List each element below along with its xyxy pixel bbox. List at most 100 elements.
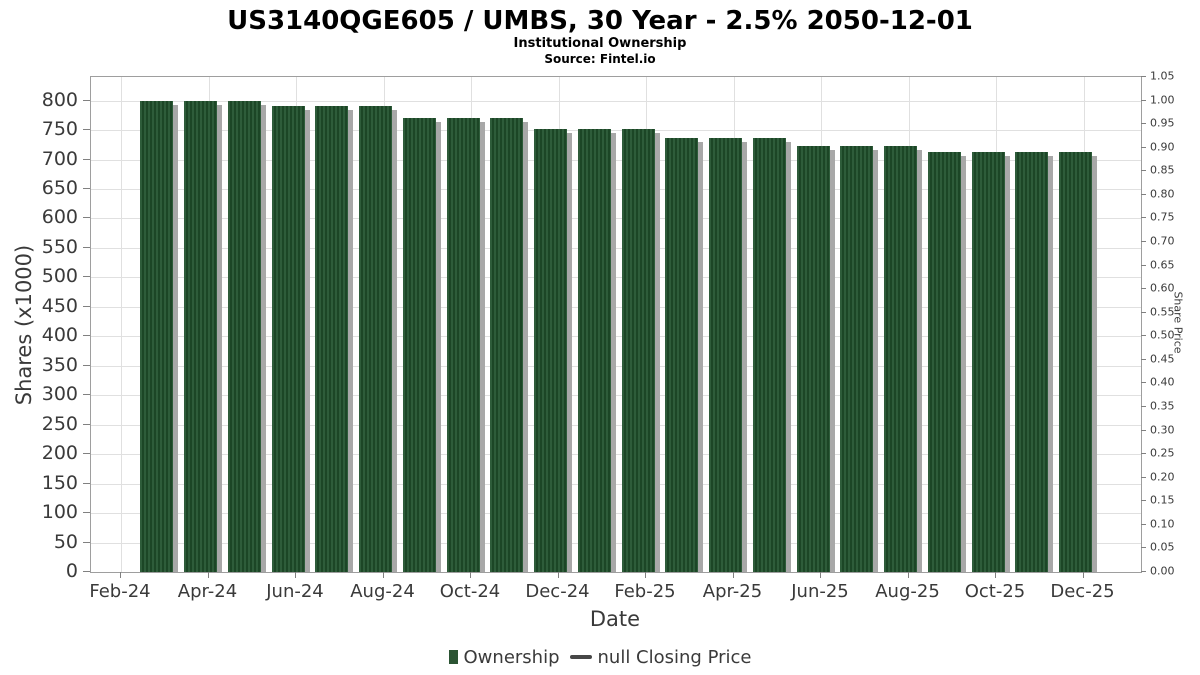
y-axis-right-tick-label: 0.35 <box>1150 399 1175 413</box>
y-axis-tick-label: 600 <box>41 206 78 229</box>
x-axis-tick <box>1082 572 1084 578</box>
gridline-h <box>91 277 1141 279</box>
y-axis-tick-label: 150 <box>41 471 78 494</box>
y-axis-tick-label: 250 <box>41 412 78 435</box>
chart-subtitle: Institutional Ownership <box>513 36 687 51</box>
y-axis-right-tick <box>1141 76 1146 77</box>
ownership-bar[interactable] <box>665 137 699 572</box>
y-axis-right-tick <box>1141 500 1146 502</box>
y-axis-tick-label: 500 <box>41 265 78 288</box>
y-axis-right-tick-label: 0.10 <box>1150 517 1175 531</box>
ownership-bar[interactable] <box>271 106 305 572</box>
y-axis-tick <box>83 482 90 484</box>
y-axis-right-tick-label: 0.95 <box>1150 116 1175 130</box>
y-axis-right-tick <box>1141 335 1146 337</box>
y-axis-tick <box>83 571 90 572</box>
ownership-bar[interactable] <box>227 100 261 572</box>
y-axis-right-tick-label: 0.05 <box>1150 540 1175 554</box>
y-axis-tick-label: 200 <box>41 442 78 465</box>
y-axis-right-tick-label: 0.40 <box>1150 375 1175 389</box>
ownership-bar[interactable] <box>1059 152 1092 572</box>
ownership-bar[interactable] <box>184 100 217 572</box>
y-axis-tick <box>83 512 90 514</box>
y-axis-right-tick-label: 0.25 <box>1150 446 1175 460</box>
ownership-bar[interactable] <box>752 137 786 572</box>
y-axis-right-tick <box>1141 217 1146 219</box>
ownership-bar[interactable] <box>927 152 961 572</box>
y-axis-tick-label: 450 <box>41 294 78 317</box>
legend-item-closing-price[interactable]: null Closing Price <box>569 647 751 668</box>
legend-label-ownership: Ownership <box>463 646 560 668</box>
y-axis-right-tick <box>1141 99 1146 101</box>
y-axis-right-tick-label: 1.00 <box>1150 93 1175 107</box>
gridline-h <box>91 159 1141 161</box>
y-axis-right-tick <box>1141 406 1146 407</box>
y-axis-right-tick-label: 0.90 <box>1150 140 1175 154</box>
y-axis-right-tick-label: 0.70 <box>1150 234 1175 248</box>
y-axis-right-tick-label: 0.85 <box>1150 163 1175 177</box>
y-axis-tick-label: 300 <box>41 383 78 406</box>
gridline-h <box>91 218 1141 220</box>
ownership-bar[interactable] <box>621 128 655 572</box>
y-axis-tick-label: 800 <box>41 88 78 111</box>
ownership-bar[interactable] <box>140 100 174 572</box>
y-axis-tick <box>83 423 90 425</box>
x-axis-tick <box>382 572 384 578</box>
y-axis-tick <box>83 305 90 307</box>
y-axis-right-tick <box>1141 264 1146 266</box>
y-axis-right-tick-label: 0.15 <box>1150 493 1175 507</box>
x-axis-tick-label: Feb-24 <box>89 581 151 602</box>
y-axis-right-tick-label: 0.65 <box>1150 258 1175 272</box>
ownership-bar[interactable] <box>446 118 480 572</box>
gridline-h <box>91 542 1141 544</box>
y-axis-tick-label: 50 <box>53 530 78 553</box>
y-axis-tick-label: 400 <box>41 324 78 347</box>
x-axis-tick <box>907 572 909 578</box>
gridline-h <box>91 130 1141 132</box>
y-axis-right-tick-label: 0.60 <box>1150 281 1175 295</box>
y-axis-right-tick <box>1141 193 1146 195</box>
y-axis-right-tick-label: 0.75 <box>1150 210 1175 224</box>
y-axis-right-tick-label: 0.80 <box>1150 187 1175 201</box>
ownership-bar[interactable] <box>1015 152 1049 572</box>
ownership-bar[interactable] <box>840 145 874 572</box>
x-axis-tick-label: Dec-25 <box>1050 581 1115 602</box>
y-axis-right-tick <box>1141 241 1146 242</box>
x-axis-tick-label: Dec-24 <box>525 581 590 602</box>
ownership-bar[interactable] <box>315 106 349 572</box>
gridline-h <box>91 306 1141 308</box>
ownership-bar[interactable] <box>577 128 611 572</box>
x-axis-tick-label: Apr-25 <box>702 581 763 602</box>
y-axis-right-tick <box>1141 523 1146 525</box>
ownership-bar[interactable] <box>884 145 917 572</box>
chart-title: US3140QGE605 / UMBS, 30 Year - 2.5% 2050… <box>227 6 973 36</box>
ownership-bar[interactable] <box>709 137 742 572</box>
y-axis-tick-label: 650 <box>41 176 78 199</box>
gridline-v <box>121 77 122 572</box>
ownership-bar[interactable] <box>796 145 830 572</box>
gridline-h <box>91 424 1141 426</box>
ownership-bar[interactable] <box>534 128 567 572</box>
y-axis-tick <box>83 394 90 396</box>
legend-item-ownership[interactable]: Ownership <box>448 646 560 668</box>
gridline-h <box>91 513 1141 515</box>
ownership-bar[interactable] <box>490 118 524 572</box>
y-axis-tick <box>83 364 90 366</box>
ownership-bar[interactable] <box>402 118 436 572</box>
y-axis-right-tick-label: 0.30 <box>1150 423 1175 437</box>
plot-area[interactable] <box>90 76 1142 573</box>
x-axis-tick <box>557 572 559 578</box>
x-axis-tick-label: Apr-24 <box>177 581 238 602</box>
ownership-bar[interactable] <box>359 106 392 572</box>
y-axis-right-tick <box>1141 571 1146 572</box>
x-axis-tick <box>120 572 121 578</box>
x-axis-tick <box>295 572 296 578</box>
ownership-bar[interactable] <box>971 152 1005 572</box>
y-axis-tick <box>83 453 90 455</box>
y-axis-tick <box>83 246 90 248</box>
y-axis-right-tick <box>1141 382 1146 384</box>
y-axis-tick <box>83 276 90 278</box>
gridline-h <box>91 365 1141 367</box>
y-axis-right-tick <box>1141 476 1146 478</box>
